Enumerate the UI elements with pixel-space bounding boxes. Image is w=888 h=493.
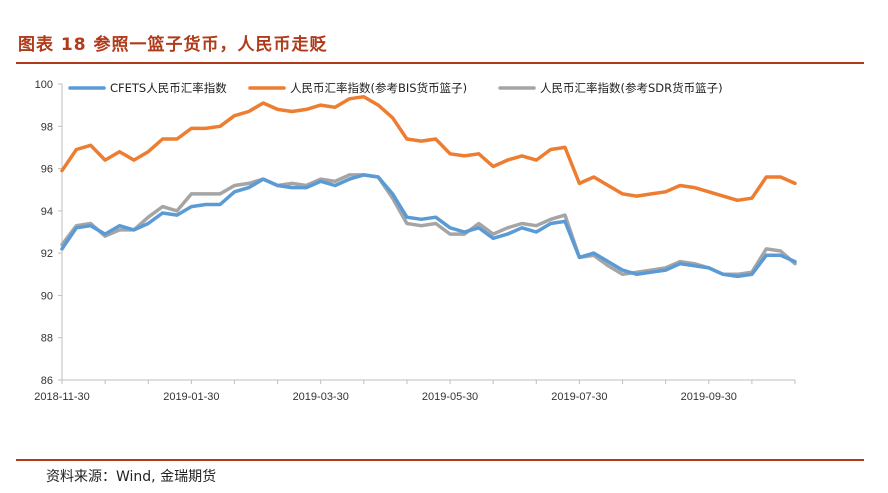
series-line-2 xyxy=(60,173,797,277)
y-tick-label: 92 xyxy=(41,248,53,260)
x-axis-ticks: 2018-11-30 2019-01-30 2019-03-30 2019-05-30… xyxy=(34,380,796,403)
source-note: 资料来源：Wind, 金瑞期货 xyxy=(46,469,217,485)
legend-label: 人民币汇率指数(参考SDR货币篮子) xyxy=(540,81,723,95)
series-line-1 xyxy=(60,94,797,203)
series-lines xyxy=(60,94,797,279)
x-tick-label: 2019-09-30 xyxy=(681,391,737,403)
x-tick-label: 2018-11-30 xyxy=(34,391,89,403)
figure-title: 图表 18 参照一篮子货币，人民币走贬 xyxy=(18,35,328,55)
y-tick-label: 90 xyxy=(41,290,53,302)
y-tick-label: 98 xyxy=(41,121,53,133)
y-tick-label: 86 xyxy=(41,375,53,387)
y-tick-label: 94 xyxy=(41,206,53,218)
axes xyxy=(61,84,795,381)
title-divider xyxy=(16,62,864,64)
y-axis-ticks: 86 88 90 92 94 96 98 100 xyxy=(35,79,62,387)
x-tick-label: 2019-05-30 xyxy=(422,391,478,403)
y-tick-label: 88 xyxy=(41,333,53,345)
legend: CFETS人民币汇率指数 人民币汇率指数(参考BIS货币篮子) 人民币汇率指数(参考… xyxy=(68,81,723,95)
y-tick-label: 96 xyxy=(41,164,53,176)
x-tick-label: 2019-03-30 xyxy=(293,391,349,403)
x-tick-label: 2019-07-30 xyxy=(551,391,607,403)
footer-divider xyxy=(16,459,864,461)
series-line-0 xyxy=(60,173,797,279)
legend-label: 人民币汇率指数(参考BIS货币篮子) xyxy=(290,81,467,95)
legend-label: CFETS人民币汇率指数 xyxy=(110,81,227,95)
x-tick-label: 2019-01-30 xyxy=(163,391,219,403)
y-tick-label: 100 xyxy=(35,79,53,91)
